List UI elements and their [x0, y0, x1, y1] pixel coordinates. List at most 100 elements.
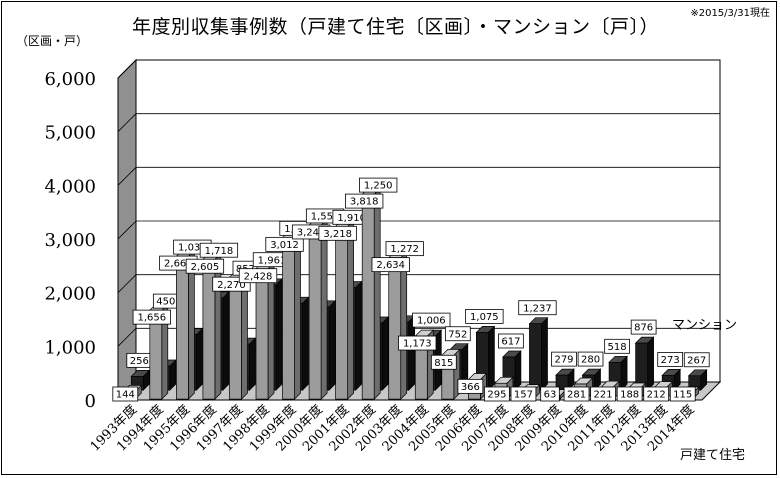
data-label-mansion-text: 1,718 [205, 246, 234, 257]
data-label-mansion: 1,718 [199, 242, 239, 258]
bar-house-side [400, 250, 408, 400]
data-label-mansion-text: 1,237 [523, 303, 552, 314]
data-label-house-box [616, 386, 643, 402]
data-label-mansion-box [657, 352, 684, 367]
data-label-house: 3,218 [318, 225, 357, 241]
bar-mansion [528, 316, 549, 391]
y-tick-label: 1,000 [44, 337, 96, 358]
y-tick-label: 6,000 [44, 69, 96, 90]
bar-mansion-side [275, 278, 283, 391]
data-label-house-box [540, 386, 560, 402]
data-label-house: 366 [457, 378, 484, 394]
data-label-mansion-box [604, 338, 630, 354]
bar-mansion [687, 368, 708, 391]
data-label-house-box [112, 386, 139, 402]
data-label-mansion-text: 450 [156, 297, 175, 308]
bar-house [308, 218, 328, 400]
data-label-mansion: 518 [604, 338, 630, 354]
data-label-house-text: 366 [461, 382, 480, 393]
data-label-house: 281 [563, 386, 590, 402]
data-label-house-box [185, 258, 225, 274]
data-label-mansion-text: 280 [581, 355, 600, 366]
bar-mansion-side [302, 296, 309, 391]
data-label-house-box [238, 268, 278, 284]
data-label-mansion: 1,237 [518, 300, 557, 316]
bar-house [281, 230, 302, 400]
y-tick-label: 3,000 [44, 230, 96, 251]
data-label-house-text: 144 [116, 390, 135, 401]
data-label-house: 221 [590, 386, 616, 402]
data-label-mansion-text: 1,035 [178, 243, 207, 254]
data-label-mansion-text: 518 [608, 342, 627, 353]
data-label-mansion: 273 [657, 352, 684, 367]
data-label-house: 212 [643, 386, 670, 402]
data-label-house-box [643, 386, 670, 402]
data-label-house-text: 281 [567, 390, 586, 401]
bar-house-front [388, 257, 402, 400]
data-label-house-box [590, 386, 616, 402]
data-label-mansion: 279 [551, 351, 577, 367]
data-label-house-text: 221 [594, 390, 613, 401]
data-label-mansion: 256 [126, 352, 153, 368]
data-label-mansion-box [683, 352, 710, 368]
chart-title: 年度別収集事例数（戸建て住宅〔区画〕・マンション〔戸〕） [132, 16, 660, 38]
data-label-mansion-text: 279 [554, 355, 573, 366]
data-label-mansion-text: 267 [687, 355, 706, 366]
bar-house [255, 261, 275, 400]
legend-mansion: マンション [672, 318, 737, 333]
bar-mansion [634, 336, 655, 391]
data-label-mansion-box [465, 309, 504, 324]
data-label-house-text: 63 [544, 390, 557, 401]
data-label-mansion-text: 617 [501, 337, 520, 348]
data-label-house-text: 295 [487, 390, 506, 401]
data-label-house: 815 [430, 354, 457, 370]
data-label-mansion-box [630, 319, 657, 335]
data-label-house: 2,634 [371, 257, 410, 273]
data-label-mansion-text: 1,006 [417, 316, 446, 327]
bar-house-side [294, 230, 301, 400]
data-label-mansion: 876 [630, 319, 657, 335]
gridline-side [117, 167, 137, 186]
data-label-mansion-text: 876 [634, 323, 653, 334]
data-label-mansion-text: 1,550 [311, 212, 340, 223]
data-label-house-text: 188 [620, 390, 639, 401]
bar-house [387, 250, 408, 400]
data-label-house-text: 1,656 [137, 313, 166, 324]
data-label-house: 188 [616, 386, 643, 402]
data-label-mansion: 267 [683, 352, 710, 368]
data-label-house: 3,012 [265, 236, 304, 252]
data-label-mansion-box [359, 177, 398, 193]
bar-mansion-side [541, 316, 548, 391]
data-label-mansion-text: 1,075 [470, 312, 499, 323]
data-label-mansion: 617 [498, 333, 524, 349]
bar-house [228, 270, 249, 400]
data-label-house-box [398, 335, 437, 351]
bar-house-side [320, 218, 328, 400]
y-tick-label: 5,000 [44, 123, 96, 144]
data-label-house-text: 815 [434, 358, 453, 369]
data-label-house-text: 2,605 [191, 262, 220, 273]
gridline-side [117, 59, 137, 79]
data-label-house: 2,605 [185, 258, 225, 274]
data-label-mansion-text: 1,910 [337, 213, 366, 224]
data-label-house-box [371, 257, 410, 273]
data-label-mansion-box [551, 351, 577, 367]
bar-mansion-front [529, 323, 542, 391]
data-label-house: 1,173 [398, 335, 437, 351]
data-label-mansion: 1,250 [359, 177, 398, 193]
bar-house-front [335, 226, 348, 400]
data-label-house-text: 2,428 [244, 271, 273, 282]
bar-house-side [373, 187, 381, 400]
legend-house: 戸建て住宅 [680, 448, 745, 463]
data-label-house-box [484, 386, 510, 402]
data-label-mansion: 1,075 [465, 309, 504, 324]
bar-mansion-side [514, 350, 522, 391]
data-label-house-text: 1,173 [403, 339, 432, 350]
bar-house [334, 219, 355, 400]
bar-house-front [229, 276, 242, 400]
bar-mansion-side [249, 337, 256, 391]
data-label-mansion-box [412, 312, 451, 328]
data-label-house-box [510, 386, 537, 402]
bar-house-side [214, 252, 222, 400]
